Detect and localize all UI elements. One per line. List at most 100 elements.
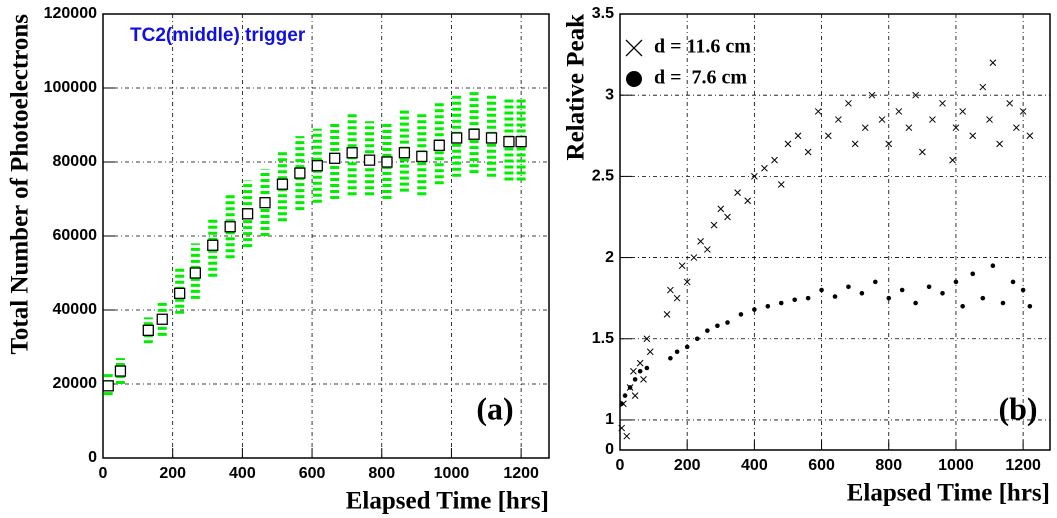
x-tick-label: 400: [229, 465, 256, 482]
y-axis-title: Total Number of Photoelectrons: [7, 14, 34, 355]
cross-marker: [895, 108, 903, 115]
dot-marker: [1010, 279, 1016, 285]
dot-marker: [619, 401, 624, 407]
x-tick-label: 0: [99, 465, 108, 482]
y-tick-label: 1: [605, 411, 614, 428]
cross-marker: [710, 221, 718, 229]
cross-marker: [959, 108, 967, 115]
dot-marker: [644, 365, 650, 371]
cross-marker: [784, 140, 792, 148]
cross-marker: [751, 173, 758, 180]
x-tick-label: 200: [159, 465, 186, 482]
dot-marker: [778, 300, 784, 306]
x-axis-title: Elapsed Time [hrs]: [346, 488, 549, 515]
dot-marker: [980, 295, 986, 301]
mean-marker: [241, 208, 254, 220]
cross-marker: [845, 99, 852, 107]
mean-marker: [224, 221, 236, 233]
x-tick-label: 600: [299, 465, 326, 482]
cross-marker: [1013, 124, 1020, 132]
dot-marker: [970, 271, 976, 277]
mean-marker: [363, 154, 376, 166]
cross-marker: [623, 432, 631, 440]
dot-marker: [637, 368, 643, 374]
mean-marker: [294, 167, 306, 179]
x-tick-label: 0: [616, 457, 625, 474]
dot-marker: [805, 295, 811, 301]
cross-marker: [771, 156, 778, 164]
dot-marker: [765, 303, 771, 309]
dot-marker: [990, 263, 996, 268]
mean-marker: [174, 287, 186, 300]
mean-marker: [259, 197, 271, 209]
y-tick-label: 40000: [53, 301, 98, 318]
mean-marker: [451, 132, 463, 144]
cross-marker: [630, 367, 637, 375]
mean-marker: [503, 135, 515, 148]
cross-marker: [646, 348, 654, 356]
cross-marker: [794, 132, 802, 140]
mean-marker: [485, 132, 498, 144]
cross-marker: [986, 116, 993, 123]
cross-marker: [717, 205, 725, 213]
cross-marker: [804, 148, 812, 156]
x-tick-label: 200: [674, 457, 701, 474]
legend-marker: [625, 39, 643, 57]
dot-marker: [819, 287, 824, 293]
cross-marker: [667, 286, 674, 294]
cross-marker: [777, 181, 785, 188]
mean-marker: [156, 313, 168, 325]
cross-marker: [703, 246, 711, 253]
x-tick-label: 400: [741, 457, 768, 474]
dot-marker: [1027, 303, 1033, 309]
plot-frame: [619, 13, 1051, 451]
dot-marker: [846, 284, 851, 290]
legend-label: d = 7.6 cm: [654, 67, 747, 89]
cross-marker: [636, 359, 644, 367]
annotation: TC2(middle) trigger: [130, 25, 306, 46]
y-tick-label: 0: [605, 441, 614, 458]
legend-marker: [626, 71, 642, 87]
cross-marker: [1006, 99, 1014, 107]
cross-marker: [734, 189, 741, 196]
dot-marker: [886, 295, 892, 301]
dot-marker: [1000, 300, 1006, 306]
cross-marker: [690, 254, 698, 261]
dot-marker: [684, 344, 690, 350]
cross-marker: [851, 140, 859, 148]
x-tick-label: 1200: [1005, 457, 1041, 474]
mean-marker: [207, 239, 219, 251]
mean-marker: [515, 135, 527, 148]
cross-marker: [949, 156, 956, 164]
dot-marker: [926, 284, 932, 290]
cross-marker: [929, 116, 936, 123]
y-tick-label: 0: [88, 449, 97, 466]
y-tick-label: 3.5: [592, 5, 614, 22]
dot-marker: [752, 307, 757, 312]
dot-marker: [960, 303, 965, 309]
cross-marker: [761, 164, 768, 172]
dot-marker: [738, 312, 744, 317]
cross-marker: [969, 132, 977, 140]
cross-marker: [678, 262, 686, 270]
mean-marker: [346, 147, 358, 159]
dot-marker: [1020, 287, 1026, 293]
dot-marker: [859, 290, 865, 296]
mean-marker: [276, 178, 289, 190]
y-tick-label: 100000: [44, 79, 97, 96]
cross-marker: [835, 116, 842, 123]
mean-marker: [102, 380, 114, 392]
dot-marker: [913, 300, 918, 306]
dot-marker: [725, 320, 730, 325]
cross-marker: [1026, 132, 1034, 140]
mean-marker: [381, 156, 393, 168]
cross-marker: [979, 83, 987, 91]
panel-label: (a): [476, 390, 513, 426]
dot-marker: [832, 294, 838, 299]
dot-marker: [873, 279, 878, 285]
dot-marker: [694, 336, 700, 342]
mean-marker: [311, 160, 323, 172]
y-axis-title: Relative Peak: [563, 14, 590, 161]
y-tick-label: 80000: [53, 153, 98, 170]
